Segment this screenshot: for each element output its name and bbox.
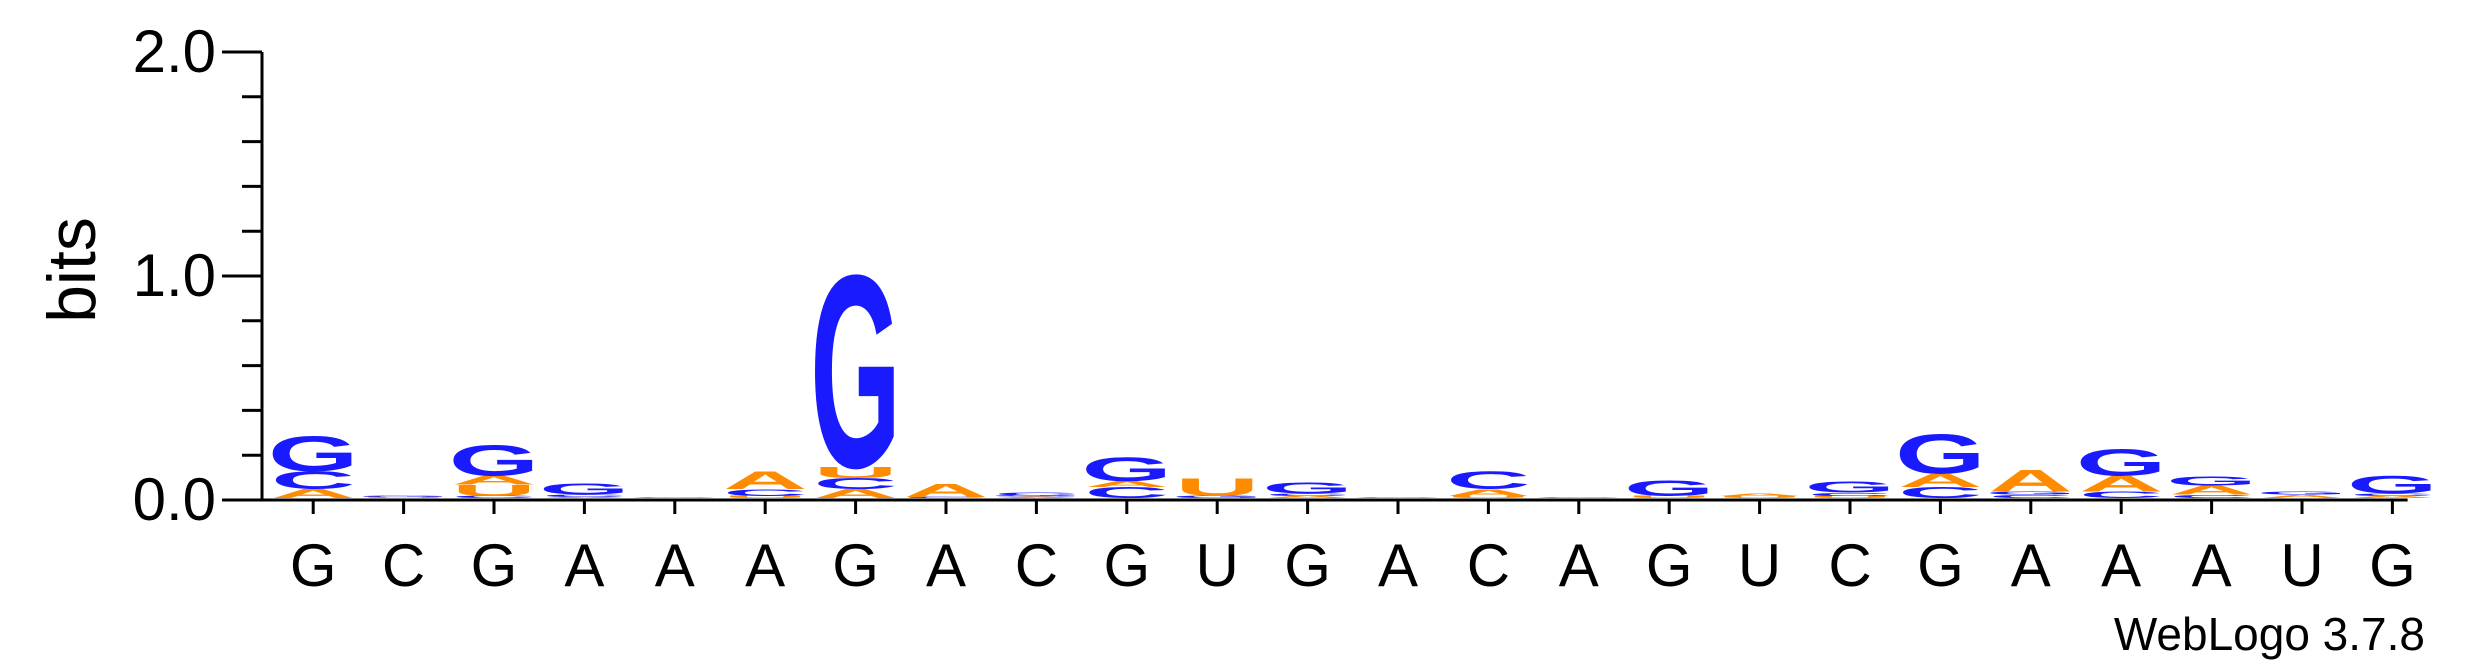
logo-letter-A: A [813, 487, 897, 501]
x-position-label: A [1378, 532, 1418, 599]
logo-letter-G: G [810, 218, 901, 525]
logo-letter-G: G [1624, 476, 1715, 501]
logo-letter-G: G [1172, 495, 1263, 498]
logo-letter-G: G [1533, 497, 1624, 498]
logo-letter-G: G [2257, 490, 2348, 495]
x-position-label: G [1646, 532, 1693, 599]
logo-letter-A: A [1898, 470, 1982, 491]
logo-letter-U: U [1175, 473, 1259, 501]
logo-letter-G: G [1353, 497, 1444, 498]
logo-letter-A: A [723, 466, 807, 494]
weblogo-credit: WebLogo 3.7.8 [2114, 608, 2425, 660]
x-position-label: U [1196, 532, 1239, 599]
logo-letter-U: U [1446, 495, 1530, 498]
logo-letter-C: C [1808, 492, 1892, 497]
x-position-label: A [1559, 532, 1599, 599]
logo-letter-C: C [1265, 493, 1349, 496]
logo-letter-G: G [1805, 478, 1896, 495]
y-tick-label: 2.0 [133, 18, 216, 85]
logo-letter-A: A [542, 497, 626, 499]
x-position-label: A [655, 532, 695, 599]
logo-letter-G: G [629, 497, 720, 498]
logo-letter-G: G [1081, 450, 1172, 488]
logo-letter-U: U [361, 497, 445, 499]
x-position-label: G [1103, 532, 1150, 599]
logo-letter-A: A [1717, 493, 1801, 496]
y-tick-label: 0.0 [133, 466, 216, 533]
logo-letter-G: G [1985, 490, 2076, 495]
logo-letter-G: G [268, 427, 359, 483]
logo-letter-C: C [2169, 494, 2253, 499]
logo-letter-A: A [1356, 497, 1440, 498]
logo-letter-A: A [994, 496, 1078, 498]
x-position-label: G [1284, 532, 1331, 599]
x-position-label: A [926, 532, 966, 599]
logo-letter-A: A [1085, 480, 1169, 489]
x-position-label: G [1917, 532, 1964, 599]
logo-letter-A: A [2260, 494, 2344, 499]
logo-letter-G: G [539, 481, 630, 498]
x-position-label: A [2011, 532, 2051, 599]
logo-letter-G: G [1895, 423, 1986, 486]
logo-letter-C: C [2079, 489, 2163, 500]
logo-letter-A: A [271, 487, 355, 501]
logo-letter-U: U [1808, 495, 1892, 498]
x-position-label: C [1015, 532, 1058, 599]
logo-letter-U: U [1627, 495, 1711, 498]
logo-letter-A: A [633, 497, 717, 498]
x-position-label: A [564, 532, 604, 599]
logo-letter-A: A [2079, 471, 2163, 496]
x-position-label: C [382, 532, 425, 599]
x-position-label: A [2192, 532, 2232, 599]
logo-letter-G: G [358, 495, 449, 497]
logo-letter-A: A [452, 473, 536, 487]
logo-letter-U: U [723, 495, 807, 498]
x-position-label: G [290, 532, 337, 599]
x-position-label: A [745, 532, 785, 599]
logo-letter-G: G [991, 495, 1082, 497]
y-axis: 0.0 1.0 2.0 [133, 18, 264, 533]
logo-letter-C: C [1085, 484, 1169, 501]
logo-letter-C: C [813, 475, 897, 492]
x-position-label: G [832, 532, 879, 599]
logo-letter-C: C [1446, 466, 1530, 494]
logo-letter-A: A [1537, 497, 1621, 498]
logo-letter-A: A [904, 480, 988, 501]
logo-letter-G: G [2076, 442, 2167, 484]
logo-letter-A: A [1446, 487, 1530, 498]
logo-letter-A: A [1989, 463, 2073, 498]
x-position-label: G [2369, 532, 2416, 599]
logo-letter-C: C [1898, 484, 1982, 501]
x-position-label: U [2280, 532, 2323, 599]
logo-letter-G: G [2166, 474, 2257, 488]
logo-letter-C: C [271, 466, 355, 494]
x-position-label: C [1467, 532, 1510, 599]
x-position-label: G [471, 532, 518, 599]
logo-letter-C: C [2350, 493, 2434, 496]
x-position-label: A [2101, 532, 2141, 599]
logo-letter-C: C [542, 494, 626, 497]
logo-letter-G: G [2347, 471, 2438, 499]
y-axis-title: bits [34, 217, 110, 323]
logo-letter-C: C [1989, 494, 2073, 499]
logo-letter-C: C [723, 487, 807, 498]
logo-letter-G: G [449, 436, 540, 485]
logo-letter-U: U [813, 464, 897, 481]
logo-letter-C: C [994, 491, 1078, 496]
logo-letter-C: C [452, 495, 536, 498]
logo-letter-U: U [1717, 495, 1801, 498]
y-tick-label: 1.0 [133, 242, 216, 309]
logo-letter-A: A [2350, 495, 2434, 498]
x-position-label: U [1738, 532, 1781, 599]
logo-letter-U: U [452, 482, 536, 499]
logo-letter-G: G [1262, 479, 1353, 496]
logo-letter-A: A [2169, 483, 2253, 497]
logo-letter-C: C [904, 497, 988, 499]
x-position-label: C [1828, 532, 1871, 599]
logo-letter-A: A [1265, 495, 1349, 498]
